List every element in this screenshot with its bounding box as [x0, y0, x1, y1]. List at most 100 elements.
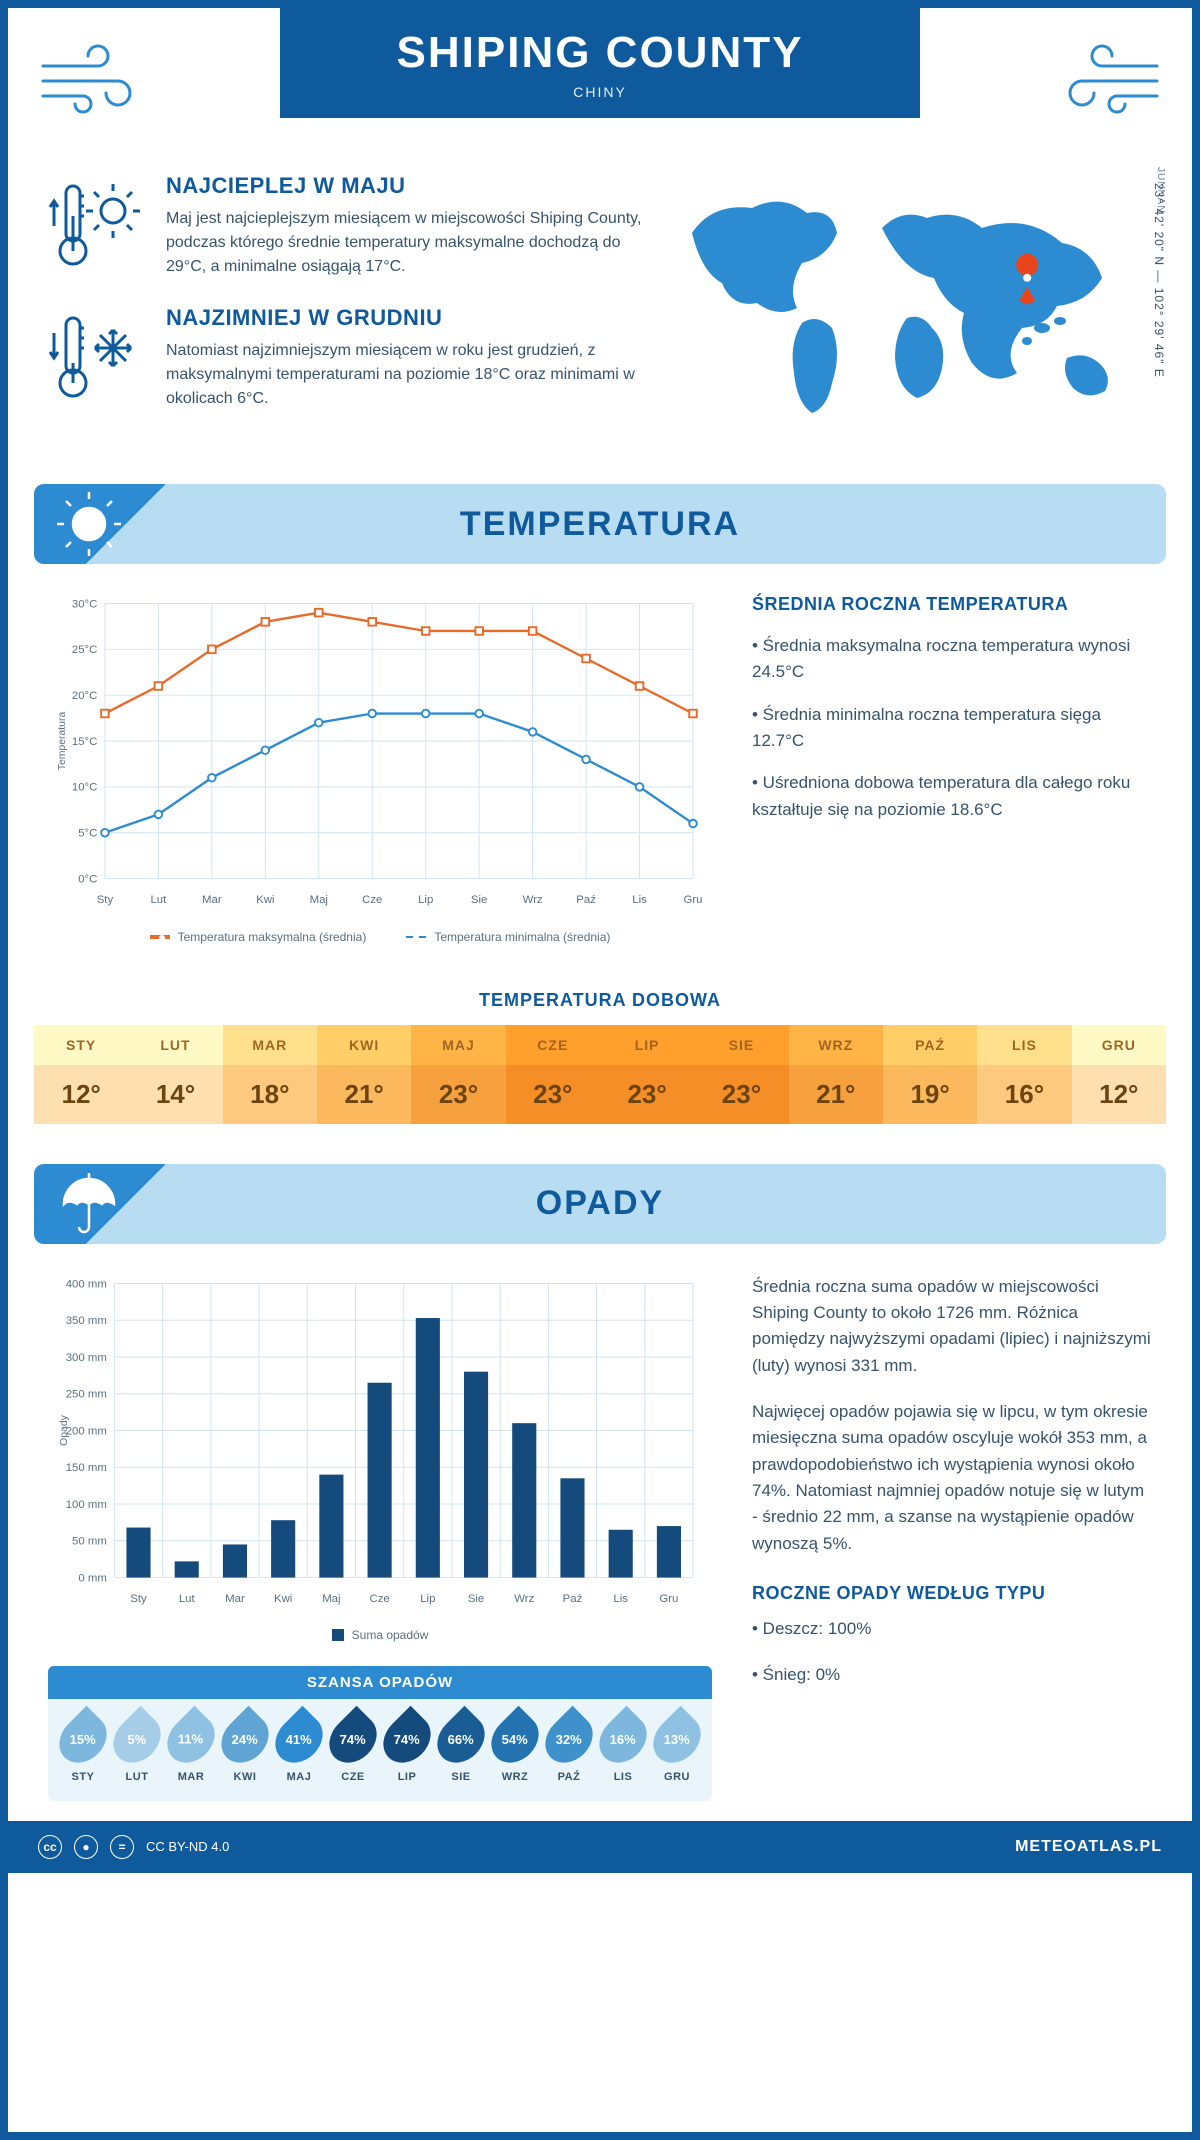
nd-icon: =	[110, 1835, 134, 1859]
daily-cell: PAŹ19°	[883, 1025, 977, 1124]
temperature-desc-heading: ŚREDNIA ROCZNA TEMPERATURA	[752, 594, 1152, 615]
wind-icon-right	[1042, 36, 1162, 116]
precip-chance-title: SZANSA OPADÓW	[48, 1666, 712, 1699]
svg-text:5°C: 5°C	[78, 828, 97, 840]
svg-text:Cze: Cze	[369, 1593, 389, 1605]
precip-chance-box: SZANSA OPADÓW 15%STY5%LUT11%MAR24%KWI41%…	[48, 1666, 712, 1801]
chance-cell: 74%LIP	[382, 1713, 432, 1783]
footer: cc ● = CC BY-ND 4.0 METEOATLAS.PL	[8, 1821, 1192, 1873]
legend-max-label: Temperatura maksymalna (średnia)	[178, 930, 367, 944]
svg-text:Temperatura: Temperatura	[57, 712, 68, 771]
legend-precip-label: Suma opadów	[352, 1628, 429, 1642]
temperature-desc-p2: • Średnia minimalna roczna temperatura s…	[752, 702, 1152, 755]
svg-text:Opady: Opady	[59, 1414, 70, 1445]
intro-text-column: NAJCIEPLEJ W MAJU Maj jest najcieplejszy…	[48, 173, 642, 438]
svg-text:Lut: Lut	[150, 894, 167, 906]
precip-banner: OPADY	[34, 1164, 1166, 1244]
precip-type-snow: • Śnieg: 0%	[752, 1662, 1152, 1688]
legend-swatch-bar	[332, 1629, 344, 1641]
legend-swatch-min	[406, 936, 426, 938]
legend-swatch-max	[150, 935, 170, 939]
wind-icon-left	[38, 36, 158, 116]
svg-text:Maj: Maj	[322, 1593, 340, 1605]
svg-text:50 mm: 50 mm	[72, 1535, 107, 1547]
chance-cell: 41%MAJ	[274, 1713, 324, 1783]
page: SHIPING COUNTY CHINY	[0, 0, 1200, 2140]
svg-text:Lut: Lut	[179, 1593, 196, 1605]
precip-type-heading: ROCZNE OPADY WEDŁUG TYPU	[752, 1583, 1152, 1604]
daily-temp-title: TEMPERATURA DOBOWA	[8, 990, 1192, 1011]
world-map-icon	[672, 173, 1152, 433]
footer-license: cc ● = CC BY-ND 4.0	[38, 1835, 229, 1859]
daily-temp-strip: STY12°LUT14°MAR18°KWI21°MAJ23°CZE23°LIP2…	[34, 1025, 1166, 1124]
svg-text:400 mm: 400 mm	[66, 1278, 107, 1290]
precip-legend: Suma opadów	[48, 1628, 712, 1642]
svg-text:Sie: Sie	[468, 1593, 484, 1605]
svg-text:100 mm: 100 mm	[66, 1498, 107, 1510]
page-subtitle: CHINY	[280, 84, 920, 100]
svg-text:10°C: 10°C	[72, 782, 97, 794]
svg-text:Kwi: Kwi	[274, 1593, 292, 1605]
cc-icon: cc	[38, 1835, 62, 1859]
coordinates-label: 23° 42' 20" N — 102° 29' 46" E	[1152, 183, 1166, 378]
precip-chance-row: 15%STY5%LUT11%MAR24%KWI41%MAJ74%CZE74%LI…	[48, 1699, 712, 1789]
chance-cell: 5%LUT	[112, 1713, 162, 1783]
daily-cell: STY12°	[34, 1025, 128, 1124]
temperature-section-title: TEMPERATURA	[460, 505, 740, 544]
chance-cell: 11%MAR	[166, 1713, 216, 1783]
daily-cell: LIP23°	[600, 1025, 694, 1124]
temperature-banner: TEMPERATURA	[34, 484, 1166, 564]
daily-cell: MAJ23°	[411, 1025, 505, 1124]
license-text: CC BY-ND 4.0	[146, 1839, 229, 1854]
daily-cell: SIE23°	[694, 1025, 788, 1124]
temperature-content: 0°C5°C10°C15°C20°C25°C30°CStyLutMarKwiMa…	[8, 594, 1192, 964]
hot-block: NAJCIEPLEJ W MAJU Maj jest najcieplejszy…	[48, 173, 642, 279]
precip-content: 0 mm50 mm100 mm150 mm200 mm250 mm300 mm3…	[8, 1274, 1192, 1821]
chance-cell: 24%KWI	[220, 1713, 270, 1783]
chance-cell: 16%LIS	[598, 1713, 648, 1783]
chance-cell: 74%CZE	[328, 1713, 378, 1783]
precip-chart: 0 mm50 mm100 mm150 mm200 mm250 mm300 mm3…	[48, 1274, 712, 1615]
hot-title: NAJCIEPLEJ W MAJU	[166, 173, 642, 199]
svg-text:Sty: Sty	[130, 1593, 147, 1605]
svg-text:Lip: Lip	[418, 894, 433, 906]
chance-cell: 13%GRU	[652, 1713, 702, 1783]
hot-body: Maj jest najcieplejszym miesiącem w miej…	[166, 207, 642, 279]
daily-cell: KWI21°	[317, 1025, 411, 1124]
svg-text:25°C: 25°C	[72, 644, 97, 656]
cold-block: NAJZIMNIEJ W GRUDNIU Natomiast najzimnie…	[48, 305, 642, 411]
daily-cell: LIS16°	[977, 1025, 1071, 1124]
thermometer-snow-icon	[48, 305, 148, 411]
daily-cell: GRU12°	[1072, 1025, 1166, 1124]
svg-text:350 mm: 350 mm	[66, 1315, 107, 1327]
svg-text:150 mm: 150 mm	[66, 1462, 107, 1474]
cold-body: Natomiast najzimniejszym miesiącem w rok…	[166, 339, 642, 411]
svg-text:Lip: Lip	[420, 1593, 435, 1605]
chance-cell: 15%STY	[58, 1713, 108, 1783]
svg-text:Gru: Gru	[684, 894, 703, 906]
precip-desc-p1: Średnia roczna suma opadów w miejscowośc…	[752, 1274, 1152, 1379]
chance-cell: 32%PAŹ	[544, 1713, 594, 1783]
temperature-legend: Temperatura maksymalna (średnia) Tempera…	[48, 930, 712, 944]
temperature-chart: 0°C5°C10°C15°C20°C25°C30°CStyLutMarKwiMa…	[48, 594, 712, 944]
precip-desc-p2: Najwięcej opadów pojawia się w lipcu, w …	[752, 1399, 1152, 1557]
page-title: SHIPING COUNTY	[280, 28, 920, 78]
svg-text:15°C: 15°C	[72, 736, 97, 748]
temperature-desc-p1: • Średnia maksymalna roczna temperatura …	[752, 633, 1152, 686]
svg-text:30°C: 30°C	[72, 598, 97, 610]
svg-text:200 mm: 200 mm	[66, 1425, 107, 1437]
header: SHIPING COUNTY CHINY	[8, 8, 1192, 163]
hot-text: NAJCIEPLEJ W MAJU Maj jest najcieplejszy…	[166, 173, 642, 279]
legend-min: Temperatura minimalna (średnia)	[406, 930, 610, 944]
svg-text:Wrz: Wrz	[523, 894, 543, 906]
svg-text:Gru: Gru	[659, 1593, 678, 1605]
chance-cell: 66%SIE	[436, 1713, 486, 1783]
svg-text:Sie: Sie	[471, 894, 487, 906]
svg-text:Kwi: Kwi	[256, 894, 274, 906]
precip-type-rain: • Deszcz: 100%	[752, 1616, 1152, 1642]
daily-cell: LUT14°	[128, 1025, 222, 1124]
daily-cell: MAR18°	[223, 1025, 317, 1124]
svg-text:0°C: 0°C	[78, 873, 97, 885]
thermometer-sun-icon	[48, 173, 148, 279]
legend-max: Temperatura maksymalna (średnia)	[150, 930, 367, 944]
